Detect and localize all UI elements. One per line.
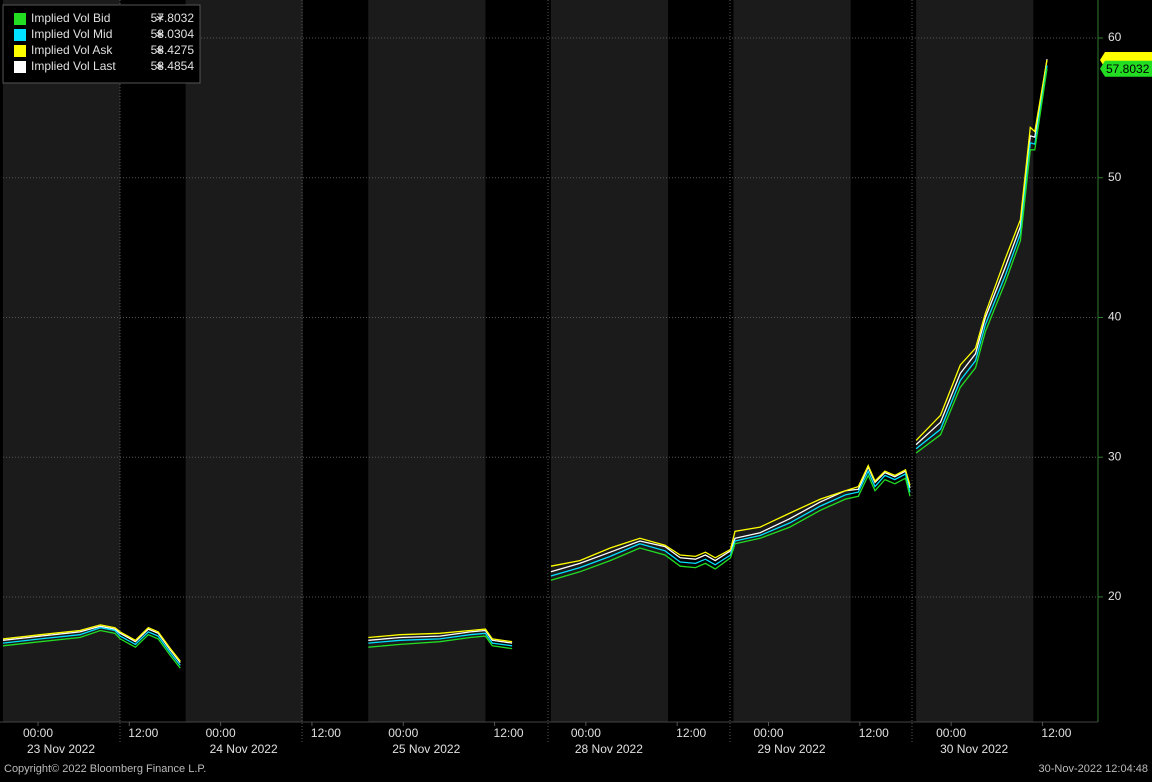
legend-box	[2, 4, 201, 84]
session-band	[733, 0, 851, 722]
value-tag-label: 57.8032	[1106, 62, 1150, 76]
date-label: 24 Nov 2022	[210, 742, 278, 756]
legend-marker: ∗	[155, 11, 165, 25]
x-tick-label: 12:00	[676, 726, 706, 740]
date-label: 29 Nov 2022	[757, 742, 825, 756]
x-tick-label: 12:00	[128, 726, 158, 740]
date-label: 23 Nov 2022	[27, 742, 95, 756]
legend-marker: ∗	[155, 27, 165, 41]
x-tick-label: 00:00	[571, 726, 601, 740]
x-tick-label: 12:00	[1041, 726, 1071, 740]
legend-label: Implied Vol Bid	[31, 11, 110, 25]
legend-label: Implied Vol Ask	[31, 43, 113, 57]
y-tick-label: 20	[1108, 589, 1122, 603]
legend-value: 58.0304	[151, 27, 195, 41]
legend-marker: ∗	[155, 43, 165, 57]
date-label: 30 Nov 2022	[940, 742, 1008, 756]
timestamp: 30-Nov-2022 12:04:48	[1039, 763, 1148, 775]
series-line	[2, 59, 1048, 664]
x-tick-label: 00:00	[388, 726, 418, 740]
legend-value: 57.8032	[151, 11, 195, 25]
legend-value: 58.4854	[151, 59, 195, 73]
session-band	[550, 0, 669, 722]
y-tick-label: 60	[1108, 30, 1122, 44]
x-tick-label: 00:00	[753, 726, 783, 740]
legend-label: Implied Vol Mid	[31, 27, 112, 41]
x-tick-label: 00:00	[206, 726, 236, 740]
x-tick-label: 12:00	[311, 726, 341, 740]
date-label: 28 Nov 2022	[575, 742, 643, 756]
series-line	[2, 68, 1048, 669]
x-tick-label: 00:00	[936, 726, 966, 740]
legend-swatch	[14, 61, 26, 73]
series-line	[2, 59, 1048, 662]
session-band	[368, 0, 486, 722]
value-tag	[1100, 60, 1152, 77]
legend-swatch	[14, 45, 26, 57]
legend-value: 58.4275	[151, 43, 195, 57]
legend-marker: ∗	[155, 59, 165, 73]
y-tick-label: 30	[1108, 449, 1122, 463]
session-band	[185, 0, 303, 722]
legend-label: Implied Vol Last	[31, 59, 116, 73]
session-band	[3, 0, 121, 722]
series-line	[2, 65, 1048, 666]
date-label: 25 Nov 2022	[392, 742, 460, 756]
y-tick-label: 40	[1108, 310, 1122, 324]
legend-swatch	[14, 13, 26, 25]
x-tick-label: 12:00	[859, 726, 889, 740]
x-tick-label: 00:00	[23, 726, 53, 740]
x-tick-label: 12:00	[494, 726, 524, 740]
copyright: Copyright© 2022 Bloomberg Finance L.P.	[4, 763, 206, 775]
y-tick-label: 50	[1108, 170, 1122, 184]
legend-swatch	[14, 29, 26, 41]
